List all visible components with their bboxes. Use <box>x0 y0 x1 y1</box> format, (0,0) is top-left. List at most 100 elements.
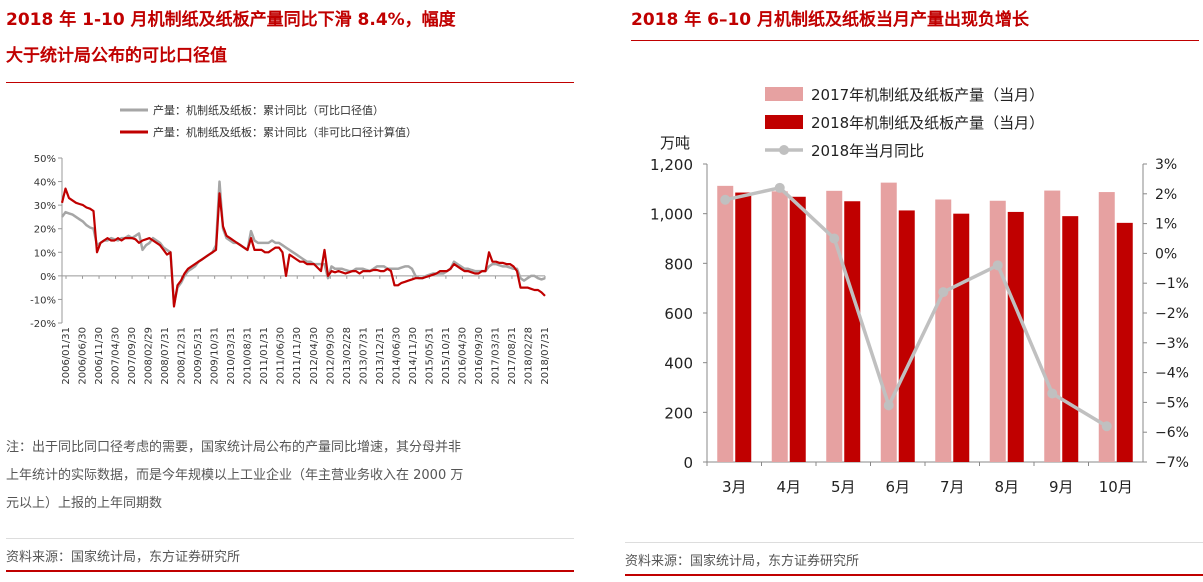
y-tick-label: 800 <box>664 255 693 273</box>
right-title: 2018 年 6–10 月机制纸及纸板当月产量出现负增长 <box>631 10 1030 30</box>
x-tick-label: 2010/03/31 <box>226 327 237 385</box>
left-source-divider <box>6 538 574 539</box>
right-panel: 2018 年 6–10 月机制纸及纸板当月产量出现负增长 2017年机制纸及纸板… <box>625 0 1203 582</box>
series-line <box>60 187 546 308</box>
x-tick-label: 4月 <box>776 478 801 496</box>
yoy-point <box>938 287 949 298</box>
y-tick-label: 0 <box>683 454 693 472</box>
bar-2017 <box>1098 192 1115 462</box>
x-tick-label: 2013/12/31 <box>375 327 386 385</box>
right-chart-line <box>720 182 1112 432</box>
left-note-line: 元以上）上报的上年同期数 <box>6 496 163 511</box>
legend-marker <box>779 145 789 155</box>
x-tick-label: 2009/10/31 <box>210 327 221 385</box>
y2-tick-label: −4% <box>1155 366 1189 382</box>
left-note-line: 上年统计的实际数据，而是今年规模以上工业企业（年主营业务收入在 2000 万 <box>6 468 464 483</box>
y-tick-label: -20% <box>30 319 56 330</box>
bar-2017 <box>717 185 734 462</box>
bar-2018 <box>789 196 806 462</box>
x-tick-label: 2015/10/31 <box>441 327 452 385</box>
x-tick-label: 2018/07/31 <box>540 327 551 385</box>
bar-2017 <box>1044 190 1061 462</box>
x-tick-label: 2006/01/31 <box>61 327 72 385</box>
x-tick-label: 2007/04/30 <box>111 327 122 385</box>
bar-2018 <box>735 192 752 462</box>
x-tick-label: 10月 <box>1099 478 1133 496</box>
yoy-point <box>1101 421 1112 432</box>
yoy-point <box>774 182 785 193</box>
x-tick-label: 2016/09/30 <box>474 327 485 385</box>
y2-tick-label: −2% <box>1155 306 1189 322</box>
x-tick-label: 2017/03/31 <box>490 327 501 385</box>
legend-swatch <box>765 115 803 129</box>
y-tick-label: 10% <box>34 248 56 259</box>
x-tick-label: 2006/11/30 <box>94 327 105 385</box>
right-chart-bars <box>717 182 1133 463</box>
left-chart-series <box>60 180 546 308</box>
left-bottom-rule <box>6 570 574 572</box>
y-tick-label: 200 <box>664 404 693 422</box>
legend-label: 2018年当月同比 <box>811 142 924 160</box>
right-chart-legend: 2017年机制纸及纸板产量（当月） 2018年机制纸及纸板产量（当月） 2018年当… <box>765 86 1044 160</box>
x-tick-label: 2012/09/30 <box>325 327 336 385</box>
y2-tick-label: −5% <box>1155 395 1189 411</box>
y2-tick-label: 0% <box>1155 246 1177 262</box>
y2-tick-label: 3% <box>1155 157 1177 173</box>
left-chart-legend: 产量：机制纸及纸板：累计同比（可比口径值） 产量：机制纸及纸板：累计同比（非可比口… <box>120 103 417 139</box>
left-title-divider <box>6 82 574 83</box>
yoy-point <box>720 194 731 205</box>
y-tick-label: 0% <box>40 272 56 283</box>
x-tick-label: 2013/07/31 <box>358 327 369 385</box>
x-tick-label: 2013/02/28 <box>342 327 353 385</box>
legend-label: 产量：机制纸及纸板：累计同比（可比口径值） <box>153 103 384 117</box>
x-tick-label: 2010/08/31 <box>243 327 254 385</box>
left-title-line2: 大于统计局公布的可比口径值 <box>6 46 227 66</box>
x-tick-label: 5月 <box>831 478 856 496</box>
y2-tick-label: −7% <box>1155 455 1189 471</box>
bar-2018 <box>898 210 915 462</box>
right-title-divider <box>631 40 1199 41</box>
bar-2017 <box>935 199 952 463</box>
x-tick-label: 2007/09/30 <box>127 327 138 385</box>
bar-2018 <box>953 213 970 462</box>
x-tick-label: 2011/06/30 <box>276 327 287 385</box>
legend-label: 2017年机制纸及纸板产量（当月） <box>811 86 1044 104</box>
y-axis-label: 万吨 <box>660 134 690 152</box>
y2-tick-label: −3% <box>1155 336 1189 352</box>
y-tick-label: 40% <box>34 178 56 189</box>
bar-2017 <box>989 200 1006 462</box>
yoy-point <box>992 260 1003 271</box>
x-tick-label: 2018/02/28 <box>523 327 534 385</box>
legend-label: 2018年机制纸及纸板产量（当月） <box>811 114 1044 132</box>
y2-tick-label: 1% <box>1155 217 1177 233</box>
x-tick-label: 2015/05/31 <box>424 327 435 385</box>
x-tick-label: 3月 <box>722 478 747 496</box>
bar-2018 <box>1062 216 1079 462</box>
x-tick-label: 2006/06/30 <box>78 327 89 385</box>
bar-2017 <box>826 190 843 462</box>
x-tick-label: 2008/12/31 <box>177 327 188 385</box>
y2-tick-label: −1% <box>1155 276 1189 292</box>
y-tick-label: 20% <box>34 225 56 236</box>
y-tick-label: 50% <box>34 154 56 165</box>
y-tick-label: 600 <box>664 305 693 323</box>
bar-2017 <box>880 182 897 462</box>
legend-label: 产量：机制纸及纸板：累计同比（非可比口径计算值） <box>153 125 417 139</box>
y-tick-label: -10% <box>30 295 56 306</box>
right-source-divider <box>625 542 1203 543</box>
x-tick-label: 8月 <box>994 478 1019 496</box>
x-tick-label: 2014/11/30 <box>408 327 419 385</box>
x-tick-label: 2009/05/31 <box>193 327 204 385</box>
x-tick-label: 2014/06/30 <box>391 327 402 385</box>
x-tick-label: 7月 <box>940 478 965 496</box>
series-line <box>60 180 546 306</box>
y2-tick-label: −6% <box>1155 425 1189 441</box>
bar-2018 <box>1007 211 1024 462</box>
x-tick-label: 2012/04/30 <box>309 327 320 385</box>
right-bottom-rule <box>625 574 1203 576</box>
yoy-line <box>724 186 1108 428</box>
bar-2017 <box>771 191 788 463</box>
left-panel: 2018 年 1-10 月机制纸及纸板产量同比下滑 8.4%，幅度 大于统计局公… <box>0 0 580 582</box>
x-tick-label: 6月 <box>885 478 910 496</box>
y-tick-label: 1,200 <box>650 156 693 174</box>
